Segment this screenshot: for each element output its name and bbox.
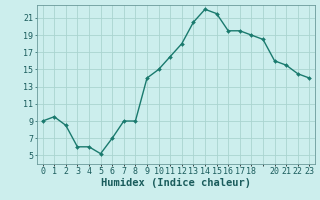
X-axis label: Humidex (Indice chaleur): Humidex (Indice chaleur) xyxy=(101,178,251,188)
